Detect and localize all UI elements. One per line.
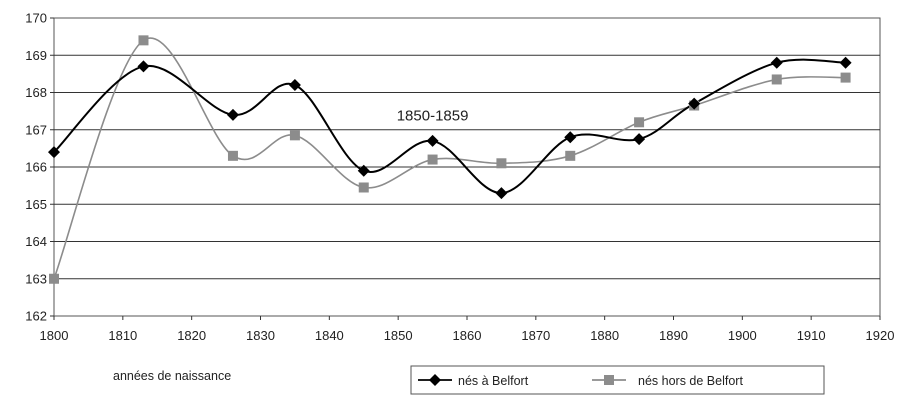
data-point-0-1915: [839, 56, 852, 69]
data-point-0-1885: [633, 133, 646, 146]
data-point-1-1855: [427, 154, 438, 165]
x-tick-label-1920: 1920: [866, 328, 895, 343]
data-point-1-1835: [289, 130, 300, 141]
x-tick-label-1830: 1830: [246, 328, 275, 343]
x-axis-label: années de naissance: [113, 369, 231, 383]
y-tick-label-163: 163: [25, 271, 47, 286]
legend: nés à Belfort nés hors de Belfort: [410, 365, 825, 395]
data-point-0-1905: [770, 56, 783, 69]
y-tick-label-162: 162: [25, 309, 47, 324]
legend-items: nés à Belfort nés hors de Belfort: [418, 374, 743, 388]
legend-label-0: nés à Belfort: [458, 374, 529, 388]
y-tick-label-166: 166: [25, 160, 47, 175]
x-tick-label-1890: 1890: [659, 328, 688, 343]
annotation-0: 1850-1859: [397, 107, 469, 124]
legend-label-1: nés hors de Belfort: [638, 374, 743, 388]
x-tick-label-1860: 1860: [453, 328, 482, 343]
data-point-1-1865: [496, 158, 507, 169]
x-tick-label-1850: 1850: [384, 328, 413, 343]
data-point-1-1845: [358, 182, 369, 193]
x-tick-label-1880: 1880: [590, 328, 619, 343]
data-point-1-1826: [227, 150, 238, 161]
data-point-0-1800: [48, 146, 60, 159]
data-point-1-1885: [634, 117, 645, 128]
data-point-1-1875: [565, 150, 576, 161]
x-axis: 1800 1810 1820 1830 1840 1850 1860 1870 1880 1890…: [40, 316, 895, 343]
y-tick-label-165: 165: [25, 197, 47, 212]
data-point-0-1855: [426, 134, 439, 147]
y-tick-label-168: 168: [25, 85, 47, 100]
data-point-1-1813: [138, 35, 149, 46]
x-tick-label-1870: 1870: [521, 328, 550, 343]
data-point-1-1915: [840, 72, 851, 83]
y-tick-label-170: 170: [25, 11, 47, 26]
series-group: [48, 35, 852, 284]
data-point-0-1813: [137, 60, 150, 73]
x-tick-label-1820: 1820: [177, 328, 206, 343]
gridlines: [54, 54, 880, 280]
data-point-0-1865: [495, 187, 508, 200]
data-point-1-1800: [49, 273, 59, 284]
x-tick-label-1910: 1910: [797, 328, 826, 343]
data-point-0-1845: [357, 164, 370, 177]
data-point-0-1835: [288, 79, 301, 92]
legend-marker-0: [429, 374, 441, 386]
y-tick-label-169: 169: [25, 48, 47, 63]
y-tick-label-164: 164: [25, 234, 47, 249]
annotations: 1850-1859: [397, 107, 469, 124]
legend-marker-1: [604, 375, 614, 385]
x-tick-label-1800: 1800: [40, 328, 69, 343]
y-tick-label-167: 167: [25, 122, 47, 137]
x-tick-label-1900: 1900: [728, 328, 757, 343]
data-point-0-1826: [226, 108, 239, 121]
legend-box: [410, 365, 825, 395]
data-point-0-1875: [564, 131, 577, 144]
y-axis: 162 163 164 165 166 167 168 169 170: [25, 11, 54, 324]
x-tick-label-1840: 1840: [315, 328, 344, 343]
data-point-1-1905: [771, 74, 782, 85]
x-tick-label-1810: 1810: [108, 328, 137, 343]
data-point-0-1893: [688, 97, 701, 110]
